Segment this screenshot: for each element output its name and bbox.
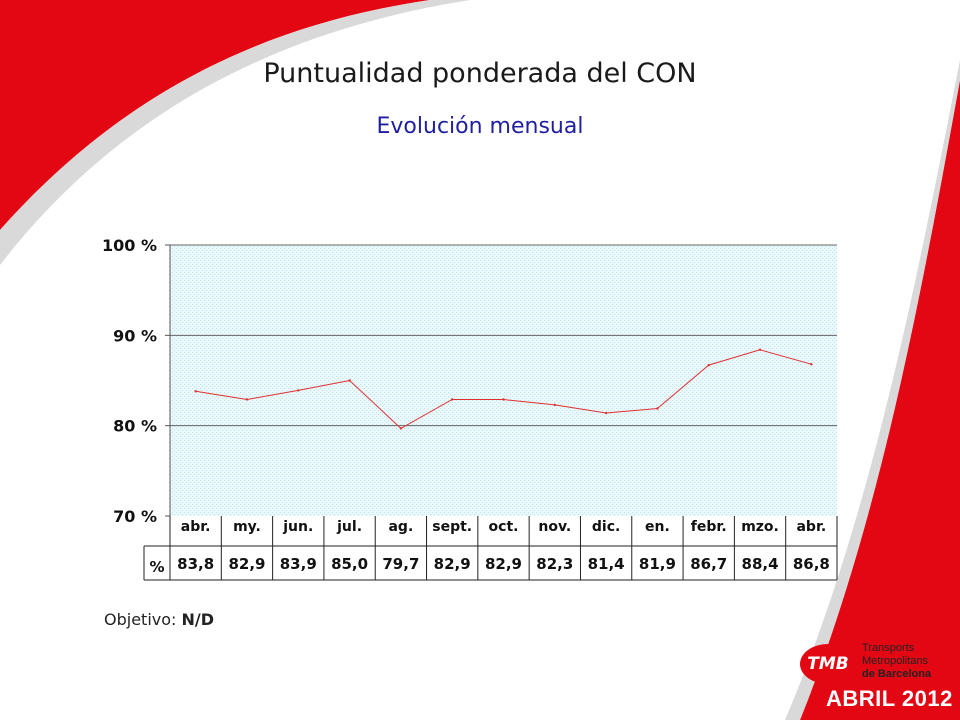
ytick-label-70: 70 %: [113, 507, 157, 526]
data-point-1: [245, 398, 249, 401]
data-point-9: [656, 407, 659, 410]
objective-note: Objetivo: N/D: [104, 610, 214, 629]
category-label-12: abr.: [796, 519, 826, 535]
objective-label: Objetivo:: [104, 610, 177, 629]
category-label-8: dic.: [592, 519, 620, 535]
tmb-logo: TMB Transports Metropolitans de Barcelon…: [798, 640, 948, 690]
data-point-6: [502, 398, 505, 401]
tmb-line-1: Transports: [862, 642, 915, 654]
value-label-8: 81,4: [588, 555, 625, 573]
data-point-10: [707, 363, 710, 367]
value-label-11: 88,4: [742, 555, 779, 573]
page-title: Puntualidad ponderada del CON: [263, 58, 697, 89]
value-label-12: 86,8: [793, 555, 830, 573]
category-label-7: nov.: [538, 519, 571, 535]
data-point-8: [604, 411, 608, 415]
ytick-label-100: 100 %: [102, 236, 157, 255]
category-label-5: sept.: [432, 519, 472, 535]
value-label-5: 82,9: [434, 555, 471, 573]
value-label-2: 83,9: [280, 555, 317, 573]
tmb-line-2: Metropolitans: [862, 655, 929, 667]
data-point-2: [297, 389, 300, 392]
ytick-label-80: 80 %: [113, 417, 157, 436]
category-label-1: my.: [233, 519, 261, 535]
plot-background: [170, 245, 837, 516]
table-row-label: %: [149, 558, 164, 576]
data-point-0: [194, 390, 197, 393]
value-label-3: 85,0: [331, 555, 368, 573]
data-point-5: [450, 398, 454, 401]
data-point-11: [758, 348, 762, 351]
value-label-1: 82,9: [228, 555, 265, 573]
ytick-label-90: 90 %: [113, 326, 157, 345]
value-label-6: 82,9: [485, 555, 522, 573]
tmb-line-3: de Barcelona: [862, 668, 932, 680]
date-label: ABRIL 2012: [826, 686, 953, 711]
category-label-2: jun.: [282, 519, 313, 535]
page-subtitle: Evolución mensual: [376, 114, 584, 139]
data-point-7: [553, 403, 557, 407]
data-point-4: [399, 427, 403, 430]
value-label-0: 83,8: [177, 555, 214, 573]
category-label-9: en.: [645, 519, 670, 535]
category-label-4: ag.: [388, 519, 413, 535]
category-label-10: febr.: [691, 519, 727, 535]
category-label-6: oct.: [489, 519, 519, 535]
objective-value: N/D: [181, 610, 215, 629]
category-label-11: mzo.: [741, 519, 779, 535]
tmb-wordmark: Transports Metropolitans de Barcelona: [862, 642, 931, 681]
top-left-swoosh: [0, 0, 430, 230]
value-label-7: 82,3: [536, 555, 573, 573]
category-label-3: jul.: [336, 519, 362, 535]
value-label-4: 79,7: [382, 555, 419, 573]
value-label-10: 86,7: [690, 555, 727, 573]
chart-area: 70 % 80 % 90 % 100 % abr. my. jun. jul. ag. sept…: [102, 236, 838, 581]
data-point-12: [810, 363, 813, 366]
value-label-9: 81,9: [639, 555, 676, 573]
data-point-3: [348, 379, 351, 382]
tmb-badge: TMB: [800, 644, 856, 684]
category-label-0: abr.: [181, 519, 211, 535]
right-swoosh: [800, 80, 960, 720]
